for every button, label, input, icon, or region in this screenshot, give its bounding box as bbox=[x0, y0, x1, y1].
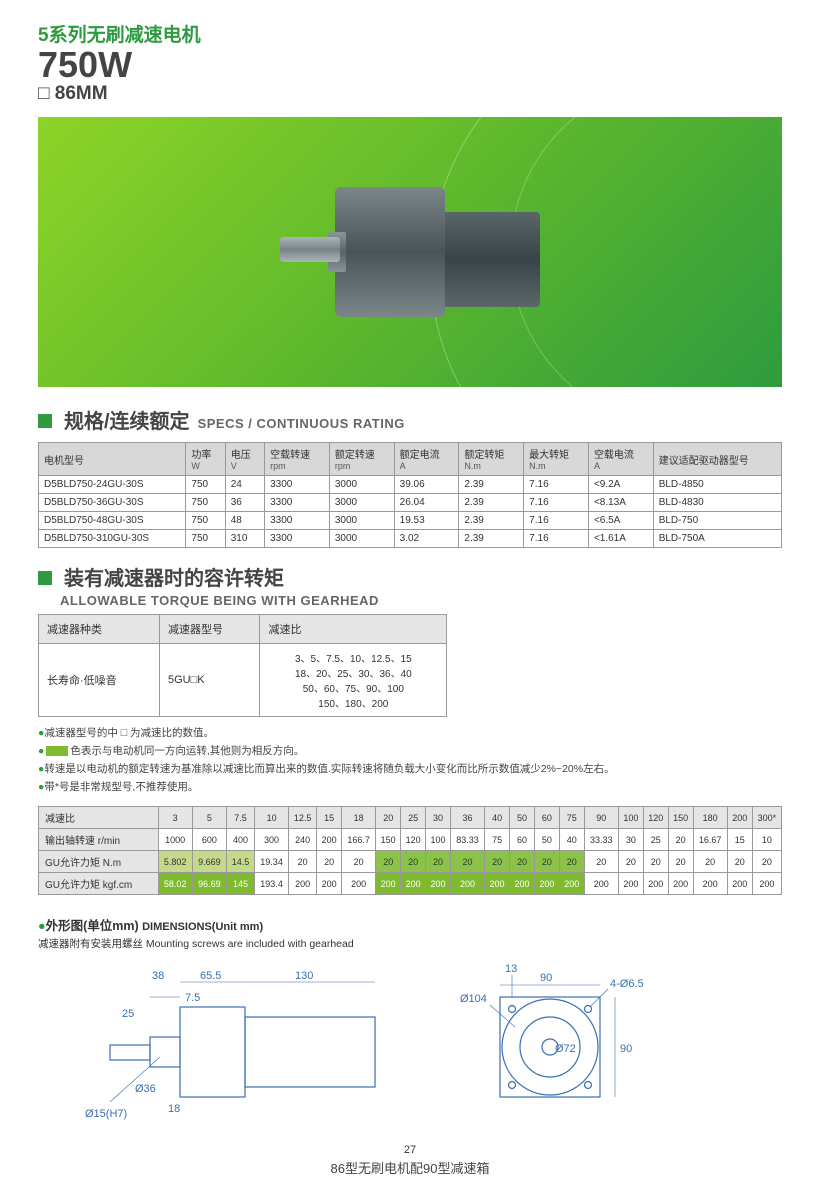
specs-col-header: 额定转速rpm bbox=[329, 443, 394, 476]
torque-title-en: ALLOWABLE TORQUE BEING WITH GEARHEAD bbox=[60, 593, 782, 608]
note-1: 减速器型号的中 □ 为减速比的数值。 bbox=[44, 727, 214, 739]
square-bullet-icon bbox=[38, 571, 52, 585]
torque-info-table: 减速器种类减速器型号减速比 长寿命·低噪音5GU□K3、5、7.5、10、12.… bbox=[38, 614, 447, 717]
dims-subtitle: 减速器附有安装用螺丝 Mounting screws are included … bbox=[38, 936, 782, 951]
specs-col-header: 建议适配驱动器型号 bbox=[653, 443, 781, 476]
note-4: 带*号是非常规型号,不推荐使用。 bbox=[44, 781, 198, 793]
specs-row: D5BLD750-310GU-30S750310330030003.022.39… bbox=[39, 530, 782, 548]
svg-text:18: 18 bbox=[168, 1103, 180, 1115]
bottom-caption: 86型无刷电机配90型减速箱 bbox=[38, 1158, 782, 1177]
svg-text:90: 90 bbox=[620, 1043, 632, 1055]
specs-table: 电机型号功率W电压V空载转速rpm额定转速rpm额定电流A额定转矩N.m最大转矩… bbox=[38, 442, 782, 548]
specs-title-en: SPECS / CONTINUOUS RATING bbox=[198, 416, 405, 431]
motor-illustration bbox=[280, 177, 540, 327]
title-size: □ 86MM bbox=[38, 83, 782, 105]
ratio-row: 减速比357.51012.515182025303640506075901001… bbox=[39, 807, 782, 829]
hero-image bbox=[38, 117, 782, 387]
torque-section-title: 装有减速器时的容许转矩 bbox=[38, 562, 782, 591]
specs-section-title: 规格/连续额定 SPECS / CONTINUOUS RATING bbox=[38, 405, 782, 434]
svg-text:Ø36: Ø36 bbox=[135, 1083, 156, 1095]
specs-col-header: 电机型号 bbox=[39, 443, 186, 476]
square-bullet-icon bbox=[38, 414, 52, 428]
specs-col-header: 空载电流A bbox=[588, 443, 653, 476]
ratio-row: 输出轴转速 r/min1000600400300240200166.715012… bbox=[39, 829, 782, 851]
dims-title: ●外形图(单位mm) DIMENSIONS(Unit mm) bbox=[38, 915, 782, 934]
specs-col-header: 电压V bbox=[225, 443, 264, 476]
svg-text:25: 25 bbox=[122, 1008, 134, 1020]
specs-col-header: 额定电流A bbox=[394, 443, 459, 476]
note-3: 转速是以电动机的额定转速为基准除以减速比而算出来的数值.实际转速将随负载大小变化… bbox=[44, 763, 614, 775]
notes-block: ●减速器型号的中 □ 为减速比的数值。 ●色表示与电动机同一方向运转,其他则为相… bbox=[38, 725, 782, 796]
specs-col-header: 最大转矩N.m bbox=[524, 443, 589, 476]
specs-col-header: 额定转矩N.m bbox=[459, 443, 524, 476]
dimensions-drawing: 38 65.5 130 7.5 25 Ø36 Ø15(H7) 18 90 bbox=[38, 957, 782, 1137]
svg-text:7.5: 7.5 bbox=[185, 992, 200, 1004]
page-number: 27 bbox=[38, 1144, 782, 1156]
svg-text:65.5: 65.5 bbox=[200, 970, 221, 982]
svg-text:4-Ø6.5: 4-Ø6.5 bbox=[610, 978, 644, 990]
specs-col-header: 空载转速rpm bbox=[265, 443, 330, 476]
title-series: 5系列无刷减速电机 bbox=[38, 20, 782, 47]
svg-text:90: 90 bbox=[540, 972, 552, 984]
page-header: 5系列无刷减速电机 750W □ 86MM bbox=[38, 20, 782, 105]
specs-row: D5BLD750-48GU-30S750483300300019.532.397… bbox=[39, 512, 782, 530]
svg-text:Ø72: Ø72 bbox=[555, 1043, 576, 1055]
ratio-row: GU允许力矩 kgf.cm58.0296.69145193.4200200200… bbox=[39, 873, 782, 895]
ratio-table: 减速比357.51012.515182025303640506075901001… bbox=[38, 806, 782, 895]
svg-text:130: 130 bbox=[295, 970, 313, 982]
svg-text:38: 38 bbox=[152, 970, 164, 982]
ratio-row: GU允许力矩 N.m5.8029.66914.519.3420202020202… bbox=[39, 851, 782, 873]
note-2: 色表示与电动机同一方向运转,其他则为相反方向。 bbox=[70, 745, 304, 757]
specs-col-header: 功率W bbox=[186, 443, 225, 476]
specs-row: D5BLD750-36GU-30S750363300300026.042.397… bbox=[39, 494, 782, 512]
green-box-icon bbox=[46, 746, 68, 756]
torque-title-cn: 装有减速器时的容许转矩 bbox=[64, 562, 284, 591]
svg-text:Ø15(H7): Ø15(H7) bbox=[85, 1108, 127, 1120]
specs-row: D5BLD750-24GU-30S750243300300039.062.397… bbox=[39, 476, 782, 494]
title-watt: 750W bbox=[38, 47, 782, 83]
svg-text:Ø104: Ø104 bbox=[460, 993, 487, 1005]
svg-text:13: 13 bbox=[505, 963, 517, 975]
specs-title-cn: 规格/连续额定 bbox=[64, 405, 190, 434]
